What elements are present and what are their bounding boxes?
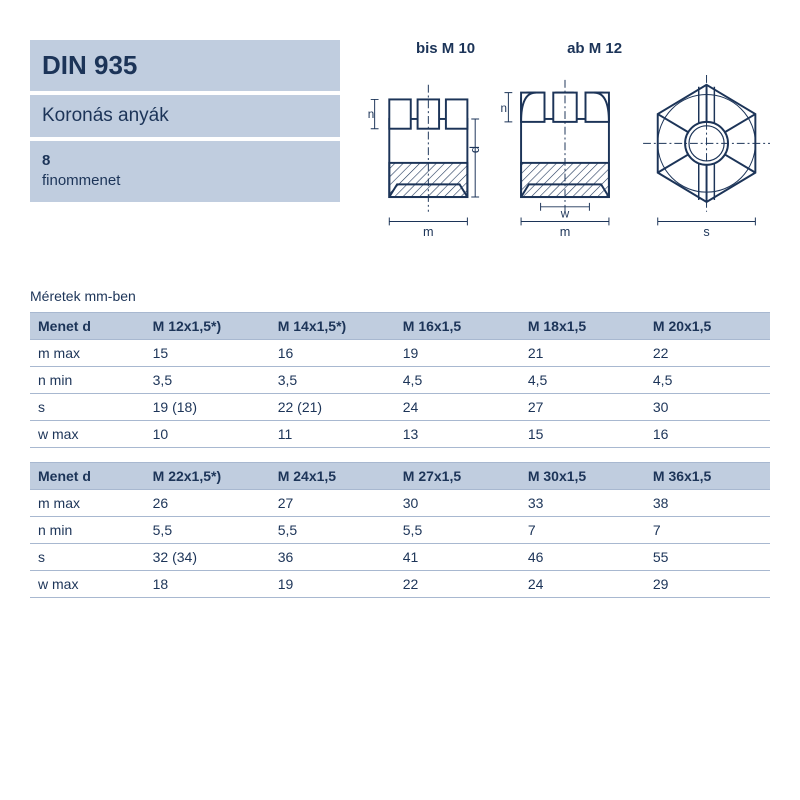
- cell: 5,5: [395, 517, 520, 544]
- dimensions-table-1: Menet d M 12x1,5*) M 14x1,5*) M 16x1,5 M…: [30, 312, 770, 448]
- diagram-labels: bis M 10 ab M 12: [360, 40, 770, 57]
- cell: 36: [270, 544, 395, 571]
- diagram-label-mid: ab M 12: [567, 40, 622, 57]
- table-row: s19 (18)22 (21)242730: [30, 394, 770, 421]
- table-row: n min3,53,54,54,54,5: [30, 367, 770, 394]
- row-label: n min: [30, 517, 145, 544]
- cell: 27: [520, 394, 645, 421]
- cell: 22: [645, 340, 770, 367]
- table-header-row: Menet d M 12x1,5*) M 14x1,5*) M 16x1,5 M…: [30, 313, 770, 340]
- table-row: n min5,55,55,577: [30, 517, 770, 544]
- dimensions-table-2: Menet d M 22x1,5*) M 24x1,5 M 27x1,5 M 3…: [30, 462, 770, 598]
- row-label: s: [30, 544, 145, 571]
- table-header-row: Menet d M 22x1,5*) M 24x1,5 M 27x1,5 M 3…: [30, 463, 770, 490]
- cell: 19: [395, 340, 520, 367]
- row-label: n min: [30, 367, 145, 394]
- table-row: w max1819222429: [30, 571, 770, 598]
- table-row: s32 (34)36414655: [30, 544, 770, 571]
- table-row: w max1011131516: [30, 421, 770, 448]
- col-header: M 16x1,5: [395, 313, 520, 340]
- svg-text:s: s: [703, 225, 709, 239]
- table-row: m max1516192122: [30, 340, 770, 367]
- row-label: m max: [30, 340, 145, 367]
- table1-body: m max1516192122n min3,53,54,54,54,5s19 (…: [30, 340, 770, 448]
- row-label: m max: [30, 490, 145, 517]
- cell: 7: [520, 517, 645, 544]
- top-section: DIN 935 Koronás anyák 8 finommenet bis M…: [30, 40, 770, 258]
- nut-side-mid-icon: m w n: [501, 80, 609, 239]
- svg-text:n: n: [501, 102, 508, 115]
- cell: 18: [145, 571, 270, 598]
- standard-block: DIN 935: [30, 40, 340, 91]
- cell: 16: [270, 340, 395, 367]
- nut-side-left-icon: m n d: [368, 85, 482, 239]
- cell: 11: [270, 421, 395, 448]
- nut-top-icon: s: [643, 75, 770, 239]
- row-label: w max: [30, 421, 145, 448]
- table-row: m max2627303338: [30, 490, 770, 517]
- col-header: M 12x1,5*): [145, 313, 270, 340]
- cell: 41: [395, 544, 520, 571]
- cell: 4,5: [645, 367, 770, 394]
- cell: 26: [145, 490, 270, 517]
- col-header: M 36x1,5: [645, 463, 770, 490]
- cell: 46: [520, 544, 645, 571]
- cell: 15: [145, 340, 270, 367]
- cell: 32 (34): [145, 544, 270, 571]
- cell: 24: [520, 571, 645, 598]
- cell: 16: [645, 421, 770, 448]
- cell: 29: [645, 571, 770, 598]
- diagram-label-left: bis M 10: [416, 40, 475, 57]
- cell: 24: [395, 394, 520, 421]
- cell: 33: [520, 490, 645, 517]
- header-label: Menet d: [30, 463, 145, 490]
- cell: 4,5: [395, 367, 520, 394]
- cell: 30: [395, 490, 520, 517]
- cell: 5,5: [270, 517, 395, 544]
- cell: 7: [645, 517, 770, 544]
- cell: 13: [395, 421, 520, 448]
- col-header: M 20x1,5: [645, 313, 770, 340]
- grade-text: 8 finommenet: [42, 151, 328, 192]
- cell: 30: [645, 394, 770, 421]
- cell: 38: [645, 490, 770, 517]
- header-blocks: DIN 935 Koronás anyák 8 finommenet: [30, 40, 340, 258]
- header-label: Menet d: [30, 313, 145, 340]
- cell: 27: [270, 490, 395, 517]
- cell: 5,5: [145, 517, 270, 544]
- cell: 21: [520, 340, 645, 367]
- col-header: M 14x1,5*): [270, 313, 395, 340]
- grade-number: 8: [42, 152, 50, 169]
- row-label: w max: [30, 571, 145, 598]
- col-header: M 27x1,5: [395, 463, 520, 490]
- cell: 15: [520, 421, 645, 448]
- cell: 22: [395, 571, 520, 598]
- row-label: s: [30, 394, 145, 421]
- col-header: M 18x1,5: [520, 313, 645, 340]
- cell: 19 (18): [145, 394, 270, 421]
- cell: 4,5: [520, 367, 645, 394]
- standard-code: DIN 935: [42, 50, 328, 81]
- product-name: Koronás anyák: [42, 105, 328, 127]
- svg-text:w: w: [560, 208, 570, 221]
- svg-text:m: m: [423, 225, 434, 239]
- cell: 3,5: [145, 367, 270, 394]
- thread-note: finommenet: [42, 172, 120, 189]
- grade-block: 8 finommenet: [30, 141, 340, 202]
- svg-text:m: m: [560, 225, 571, 239]
- col-header: M 22x1,5*): [145, 463, 270, 490]
- name-block: Koronás anyák: [30, 95, 340, 137]
- cell: 10: [145, 421, 270, 448]
- tables-caption: Méretek mm-ben: [30, 288, 770, 304]
- svg-text:n: n: [368, 108, 375, 121]
- col-header: M 30x1,5: [520, 463, 645, 490]
- technical-drawing: m n d: [360, 63, 770, 253]
- table2-body: m max2627303338n min5,55,55,577s32 (34)3…: [30, 490, 770, 598]
- cell: 22 (21): [270, 394, 395, 421]
- cell: 55: [645, 544, 770, 571]
- cell: 3,5: [270, 367, 395, 394]
- col-header: M 24x1,5: [270, 463, 395, 490]
- cell: 19: [270, 571, 395, 598]
- diagram-area: bis M 10 ab M 12: [360, 40, 770, 258]
